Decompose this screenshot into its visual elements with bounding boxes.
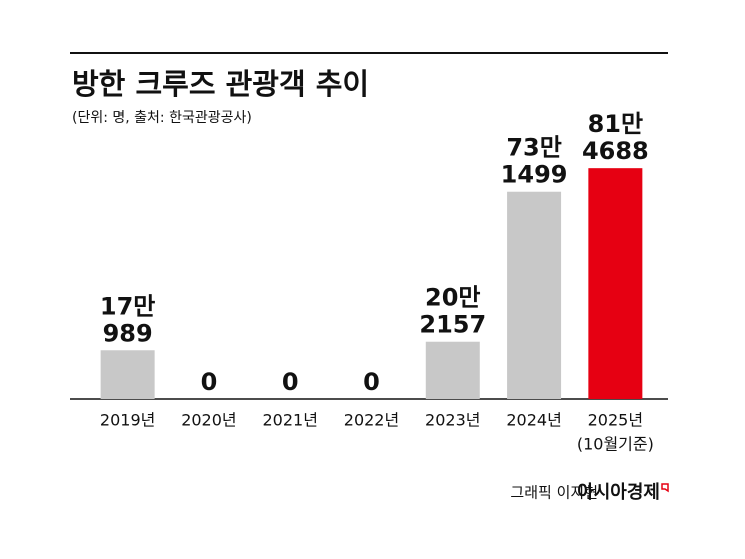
value-label: 81만: [588, 110, 643, 138]
bar: [425, 341, 480, 399]
brand: 아시아경제: [577, 482, 660, 503]
value-label: 0: [201, 368, 218, 396]
x-tick-label: 2022년: [344, 411, 399, 430]
value-label: 989: [103, 319, 153, 347]
category-note: (10월기준): [577, 435, 654, 454]
credit: 그래픽 이지현: [510, 484, 598, 502]
bar: [507, 191, 562, 399]
bar: [100, 350, 155, 399]
value-label: 20만: [425, 284, 480, 312]
x-tick-label: 2020년: [181, 411, 236, 430]
x-tick-label: 2021년: [262, 411, 317, 430]
value-label: 0: [282, 368, 299, 396]
value-label: 1499: [501, 161, 568, 189]
x-tick-label: 2023년: [425, 411, 480, 430]
value-label: 17만: [100, 292, 155, 320]
bar: [588, 168, 643, 399]
value-label: 0: [363, 368, 380, 396]
x-tick-label: 2024년: [506, 411, 561, 430]
chart-title: 방한 크루즈 관광객 추이: [72, 67, 369, 101]
value-label: 4688: [582, 137, 649, 165]
brand-icon: [661, 483, 669, 493]
x-tick-label: 2019년: [100, 411, 155, 430]
value-label: 2157: [419, 311, 486, 339]
chart-subtitle: (단위: 명, 출처: 한국관광공사): [72, 110, 252, 126]
x-tick-label: 2025년: [588, 411, 643, 430]
value-label: 73만: [506, 134, 561, 162]
